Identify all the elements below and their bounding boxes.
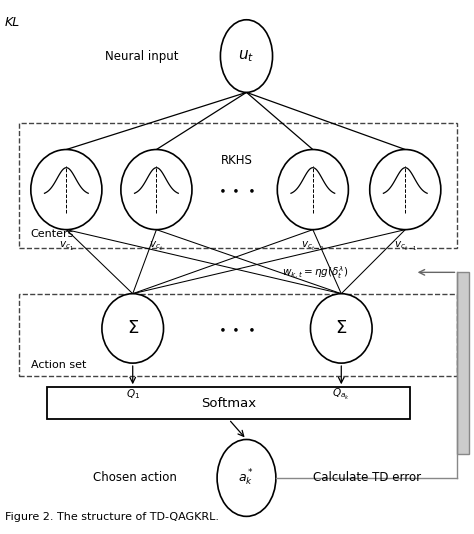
- Text: $\Sigma$: $\Sigma$: [127, 319, 139, 337]
- Text: $Q_{a_k}$: $Q_{a_k}$: [332, 387, 350, 402]
- Circle shape: [277, 150, 348, 230]
- Ellipse shape: [217, 439, 276, 516]
- FancyBboxPatch shape: [47, 387, 410, 419]
- Text: Neural input: Neural input: [105, 50, 179, 62]
- Text: $v_{c_t}$: $v_{c_t}$: [149, 240, 164, 253]
- Text: $w_{k,t}=\eta g(\delta_t^\lambda)$: $w_{k,t}=\eta g(\delta_t^\lambda)$: [282, 264, 348, 281]
- Text: $\bullet\;\bullet\;\bullet$: $\bullet\;\bullet\;\bullet$: [218, 322, 256, 335]
- Text: $\Sigma$: $\Sigma$: [335, 319, 347, 337]
- Text: Figure 2. The structure of TD-QAGKRL.: Figure 2. The structure of TD-QAGKRL.: [5, 512, 219, 522]
- Circle shape: [310, 294, 372, 363]
- Text: $v_{c_1}$: $v_{c_1}$: [59, 240, 74, 253]
- Circle shape: [370, 150, 441, 230]
- Text: $v_{c_{t-2}}$: $v_{c_{t-2}}$: [301, 240, 324, 253]
- Text: $\boldsymbol{u_t}$: $\boldsymbol{u_t}$: [238, 48, 255, 64]
- Text: Centers: Centers: [31, 229, 74, 239]
- Circle shape: [121, 150, 192, 230]
- Circle shape: [102, 294, 164, 363]
- Text: KL: KL: [5, 16, 20, 29]
- Text: Softmax: Softmax: [201, 397, 256, 410]
- Bar: [457, 272, 469, 454]
- Text: $Q_1$: $Q_1$: [126, 387, 140, 401]
- Text: $\bullet\;\bullet\;\bullet$: $\bullet\;\bullet\;\bullet$: [218, 183, 256, 196]
- Text: Action set: Action set: [31, 359, 86, 370]
- Ellipse shape: [220, 20, 273, 92]
- Bar: [19, 294, 457, 376]
- Text: Calculate TD error: Calculate TD error: [313, 472, 421, 484]
- Text: RKHS: RKHS: [221, 154, 253, 167]
- Text: $a_k^*$: $a_k^*$: [238, 468, 255, 488]
- Text: $v_{c_{t-1}}$: $v_{c_{t-1}}$: [394, 240, 417, 253]
- Text: Chosen action: Chosen action: [93, 472, 177, 484]
- Bar: [19, 123, 457, 248]
- Circle shape: [31, 150, 102, 230]
